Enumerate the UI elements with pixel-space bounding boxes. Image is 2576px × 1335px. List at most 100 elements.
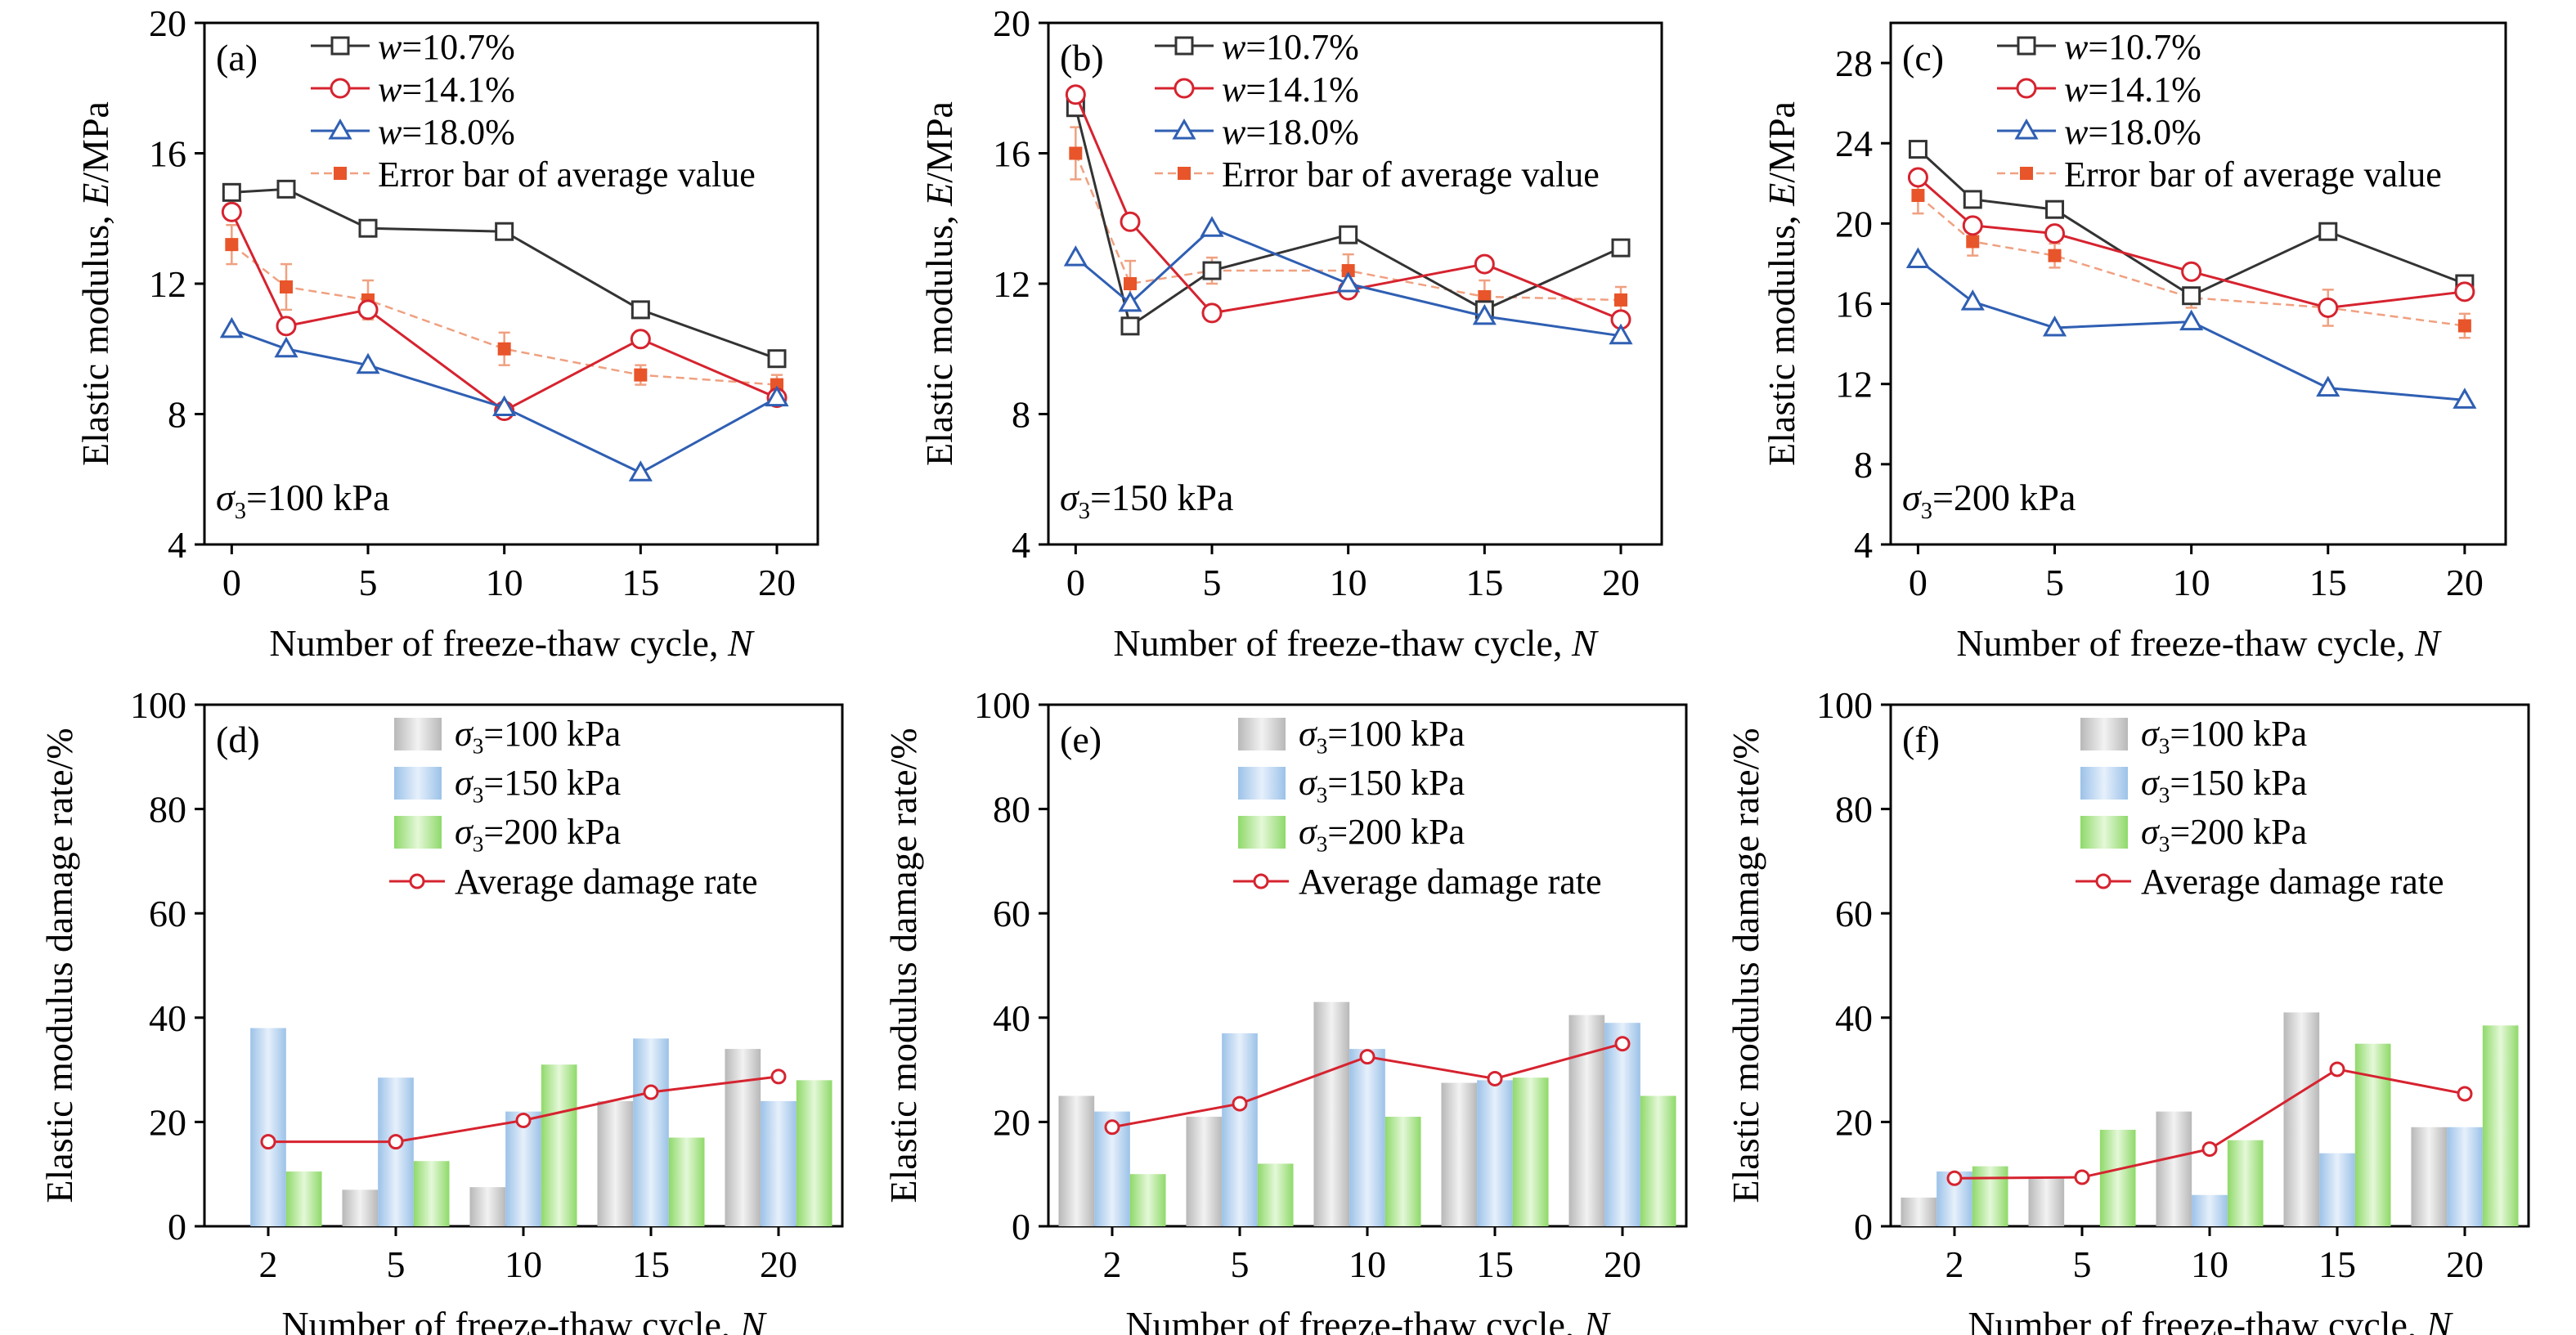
x-tick-label: 20 [760,1243,797,1285]
average-point [225,238,239,252]
y-tick-label: 20 [1835,203,1873,244]
bar [1640,1095,1676,1226]
plot-frame [1889,21,2507,546]
legend-entry: w=10.7% [2064,27,2201,67]
bar [250,1028,286,1226]
data-point [2182,286,2201,306]
legend-swatch [2080,816,2128,849]
data-point [1960,289,1985,311]
x-tick-label: 5 [359,562,378,603]
legend-swatch [394,816,442,849]
data-point [1336,271,1361,293]
bar [725,1049,761,1226]
x-tick-label: 15 [622,562,659,603]
average-damage-point [1359,1049,1376,1065]
stress-annotation: σ3=200 kPa [1902,477,2076,524]
x-axis-label: Number of freeze-thaw cycle, N [281,1304,767,1335]
x-tick-label: 20 [2446,562,2484,603]
y-tick-label: 16 [993,133,1030,175]
x-axis-label: Number of freeze-thaw cycle, N [1956,622,2442,664]
bar [1384,1117,1421,1226]
average-damage-point [1232,1095,1248,1112]
panel-c: 4 8 12 16 20 24 28 (c) Number of freeze-thaw cyc… [1761,21,2507,664]
x-tick-label: 5 [1231,1243,1250,1285]
y-tick-label: 100 [974,684,1030,726]
data-point [1120,211,1141,232]
x-tick-label: 10 [505,1243,542,1285]
data-point [2454,281,2475,302]
average-point [634,368,648,382]
panel-label: (e) [1060,719,1102,760]
average-damage-point [2329,1061,2345,1077]
data-point [1201,302,1223,324]
data-point [2453,388,2477,409]
data-point [358,218,378,238]
x-tick-label: 20 [758,562,796,603]
average-damage-point [643,1084,659,1100]
data-point [1120,316,1140,336]
y-tick-label: 40 [993,997,1030,1039]
data-point [1963,190,1982,209]
panel-e: 0 20 40 60 80 100 (e) Number of freeze-thaw cyc… [882,684,1688,1335]
legend-entry: σ3=100 kPa [1299,714,1465,759]
legend-marker [330,78,351,99]
average-damage-point [388,1134,404,1150]
y-tick-label: 4 [1012,524,1030,566]
legend-entry: Error bar of average value [2064,155,2442,195]
legend-entry: w=14.1% [1222,69,1359,110]
average-point [2048,249,2062,262]
bar [796,1080,832,1226]
bar [505,1111,541,1226]
x-tick-label: 2 [1103,1243,1122,1285]
series-line [1917,176,2466,309]
x-axis-label: Number of freeze-thaw cycle, N [1968,1304,2453,1335]
data-point [1339,225,1358,244]
y-tick-label: 80 [993,789,1030,831]
series-line [1074,107,1622,329]
y-tick-label: 16 [149,133,186,175]
bar [1441,1082,1478,1226]
y-axis-label: Elastic modulus, E/MPa [74,101,116,466]
data-point [1063,245,1088,267]
x-tick-label: 0 [1909,562,1928,603]
panel-d: 0 20 40 60 80 100 (d) Number of freeze-thaw cyc… [38,684,844,1335]
legend-entry: w=10.7% [378,27,515,67]
y-tick-label: 12 [993,263,1030,305]
y-axis-label: Elastic modulus damage rate/% [1725,728,1766,1203]
bar [2482,1025,2519,1226]
y-tick-label: 20 [1835,1101,1873,1143]
y-axis-label: Elastic modulus damage rate/% [38,728,80,1203]
legend-entry: Average damage rate [2141,862,2444,902]
data-point [221,201,242,222]
bar [2227,1140,2264,1226]
y-tick-label: 8 [168,394,186,436]
legend-entry: σ3=200 kPa [2141,812,2307,857]
bar [2156,1111,2192,1226]
average-point [1124,277,1137,290]
x-tick-label: 20 [1602,562,1640,603]
average-damage-point [260,1134,276,1150]
bar [1972,1166,2008,1226]
bar [1604,1023,1640,1226]
data-point [274,336,298,358]
panel-label: (c) [1902,37,1944,78]
average-damage-point [1614,1036,1631,1052]
panel-label: (b) [1060,37,1104,78]
stress-annotation: σ3=150 kPa [1060,477,1233,524]
y-tick-label: 8 [1012,394,1030,436]
average-line [231,244,778,386]
y-tick-label: 8 [1854,444,1873,486]
legend-entry: w=14.1% [2064,69,2201,110]
legend-swatch [394,718,442,750]
data-point [1962,215,1983,236]
bar [1058,1095,1095,1226]
average-damage-point [515,1112,532,1128]
average-damage-point [1946,1170,1963,1186]
data-point [356,352,380,374]
average-damage-point [2201,1141,2218,1158]
y-tick-label: 0 [1012,1206,1030,1248]
series-line [230,211,778,413]
y-axis-label: Elastic modulus, E/MPa [1761,101,1802,466]
bar [1901,1197,1937,1226]
data-point [767,349,787,369]
